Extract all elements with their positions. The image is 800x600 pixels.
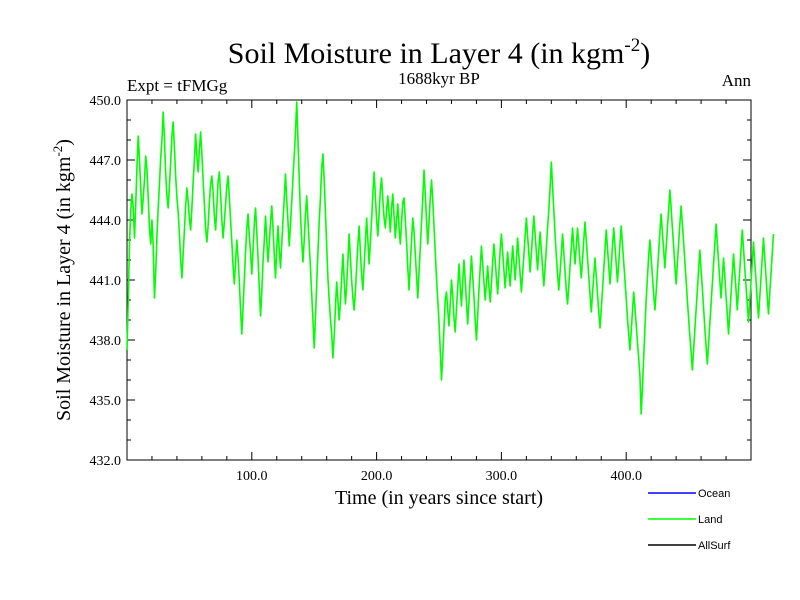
legend: Ocean Land AllSurf bbox=[648, 488, 731, 552]
x-tick-label: 200.0 bbox=[361, 469, 393, 484]
x-tick-label: 100.0 bbox=[236, 469, 268, 484]
y-tick-label: 447.0 bbox=[90, 154, 122, 169]
legend-label-allsurf: AllSurf bbox=[698, 540, 731, 552]
y-axis-ticks: 432.0 435.0 438.0 441.0 444.0 447.0 450.0 bbox=[90, 94, 751, 469]
legend-label-ocean: Ocean bbox=[698, 488, 730, 500]
y-tick-label: 432.0 bbox=[90, 454, 122, 469]
y-tick-label: 441.0 bbox=[90, 274, 122, 289]
x-axis-ticks: 100.0 200.0 300.0 400.0 bbox=[151, 100, 727, 484]
y-tick-label: 450.0 bbox=[90, 94, 122, 109]
y-tick-label: 438.0 bbox=[90, 334, 122, 349]
series-line-land bbox=[126, 101, 775, 415]
y-axis-label-main: Soil Moisture in Layer 4 (in kgm bbox=[53, 156, 75, 421]
chart-title: Soil Moisture in Layer 4 (in kgm-2) bbox=[228, 35, 650, 70]
x-tick-label: 300.0 bbox=[486, 469, 518, 484]
y-axis-label-sup: -2 bbox=[50, 146, 65, 157]
chart-title-close: ) bbox=[640, 37, 650, 70]
legend-label-land: Land bbox=[698, 514, 722, 526]
y-tick-label: 444.0 bbox=[90, 214, 122, 229]
y-axis-label: Soil Moisture in Layer 4 (in kgm-2) bbox=[50, 139, 75, 421]
x-tick-label: 400.0 bbox=[610, 469, 642, 484]
series-layer bbox=[126, 101, 775, 415]
x-axis-label: Time (in years since start) bbox=[335, 487, 543, 509]
y-axis-label-close: ) bbox=[53, 139, 75, 146]
y-tick-label: 435.0 bbox=[90, 394, 122, 409]
chart-title-main: Soil Moisture in Layer 4 (in kgm bbox=[228, 37, 625, 70]
subtitle-center: 1688kyr BP bbox=[398, 69, 480, 88]
subtitle-left: Expt = tFMGg bbox=[127, 76, 228, 95]
chart-title-sup: -2 bbox=[624, 35, 640, 56]
subtitle-right: Ann bbox=[722, 71, 752, 90]
